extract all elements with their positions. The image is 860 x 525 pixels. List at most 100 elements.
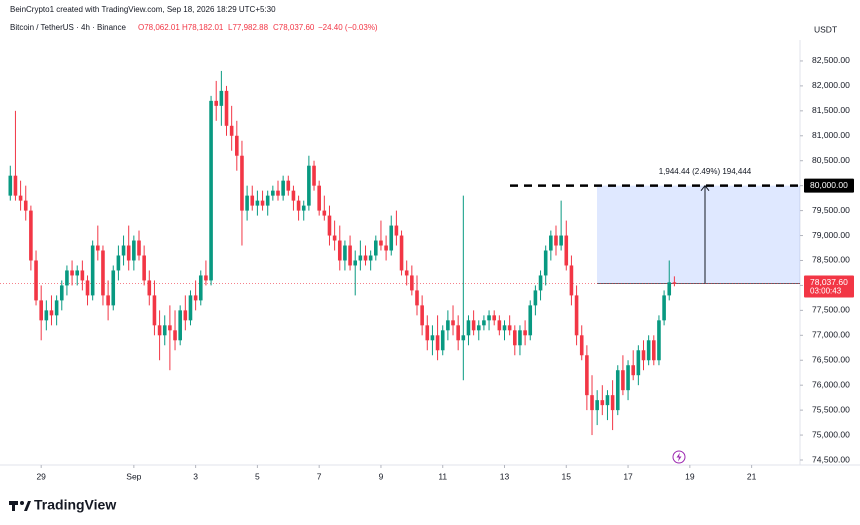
replay-icon[interactable] [672,450,686,464]
candle-body [116,255,121,271]
candle-body [487,315,491,321]
candle-body [415,290,419,306]
candle-body [492,315,497,321]
candle-body [404,270,409,276]
arrow-head [700,184,710,191]
candle-body [219,90,224,106]
candle-body [204,275,208,281]
ohlc-low: L77,982.88 [228,23,269,32]
candle-body [29,210,33,261]
candle-body [152,295,157,326]
candle-body [59,285,64,301]
y-tick-label: 82,500.00 [812,55,850,65]
x-tick-label: 11 [438,471,447,481]
target-label: 80,000.00 [810,180,848,190]
candle-body [265,195,270,206]
x-tick-label: 5 [255,471,260,481]
candle-body [538,275,543,291]
y-tick-label: 75,000.00 [812,429,850,439]
candle-body [374,240,378,256]
symbol: Bitcoin / TetherUS · 4h · Binance [10,23,126,32]
candle-body [507,325,512,331]
target-label-box [804,178,854,193]
candle-body [651,340,656,361]
x-tick-label: 3 [193,471,198,481]
candle-body [70,270,74,276]
candle-body [368,255,373,261]
candle-body [394,225,399,236]
ohlc-high: H78,182.01 [182,23,224,32]
candle-body [595,400,599,411]
candle-body [641,350,646,361]
x-tick-label: Sep [126,471,141,481]
x-tick-label: 15 [562,471,572,481]
candle-body [106,295,110,306]
y-tick-label: 76,500.00 [812,354,850,364]
candle-body [497,320,502,331]
brand: TradingView [34,497,116,513]
candle-body [260,200,265,206]
candle-body [564,235,569,266]
candle-body [301,205,306,211]
candle-body [193,295,198,301]
candle-body [435,335,440,351]
candle-body [502,325,507,331]
candle-body [672,282,677,284]
candle-body [600,400,605,406]
candle-body [39,300,43,321]
x-tick-label: 21 [747,471,757,481]
candle-body [446,320,450,331]
candle-body [657,320,661,361]
candle-body [430,335,435,341]
candle-body [456,325,460,341]
candle-body [13,175,18,196]
candle-body [157,325,162,336]
x-tick-label: 17 [623,471,633,481]
y-tick-label: 79,500.00 [812,205,850,215]
y-tick-label: 74,500.00 [812,454,850,464]
y-tick-label: 80,500.00 [812,155,850,165]
candle-body [348,245,352,266]
candle-body [358,255,363,261]
candle-body [420,305,424,326]
last-price-box [804,275,854,298]
candle-body [111,270,116,306]
ohlc-close: C78,037.60 [273,23,315,32]
ohlc-open: O78,062.01 [138,23,180,32]
y-tick-label: 82,000.00 [812,80,850,90]
candle-body [523,330,527,336]
candle-body [574,295,579,336]
y-tick-label: 76,000.00 [812,379,850,389]
candle-body [533,290,538,306]
candle-body [229,125,234,136]
candle-body [332,235,337,241]
candle-body [626,365,630,391]
candle-body [327,215,332,236]
candle-body [312,165,316,186]
candle-body [255,200,260,206]
currency: USDT [814,24,837,34]
candle-body [245,195,249,211]
candle-body [440,330,445,351]
measure-label: 1,944.44 (2.49%) 194,444 [659,167,752,176]
x-tick-label: 7 [317,471,322,481]
candle-body [337,240,342,261]
candle-body [250,195,255,206]
candle-body [132,240,136,261]
candle-body [209,100,213,281]
candle-body [621,370,625,391]
candle-body [636,350,641,376]
candle-body [8,175,13,196]
candle-body [451,320,455,326]
candle-body [142,255,146,281]
candle-body [471,320,476,331]
candle-body [214,100,219,106]
candle-body [96,245,100,251]
ohlc-change: −24.40 (−0.03%) [318,23,378,32]
candle-body [590,395,594,411]
candle-body [65,270,69,286]
candle-body [44,310,49,321]
candle-body [513,330,517,346]
candle-body [667,282,672,296]
candle-body [178,310,182,341]
